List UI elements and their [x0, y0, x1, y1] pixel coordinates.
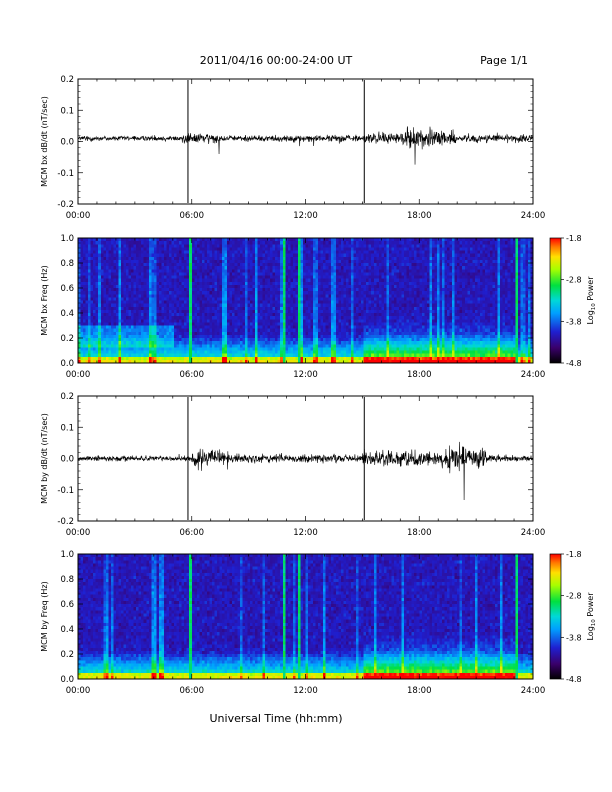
y-tick-label: 0.2 [60, 650, 74, 660]
y-axis-label: MCM bx dB/dt (nT/sec) [40, 96, 49, 187]
y-tick-label: -0.1 [57, 169, 74, 179]
series-line [77, 441, 534, 501]
colorbar-tick-label: -4.8 [566, 675, 582, 684]
x-tick-label: 06:00 [180, 370, 205, 380]
x-tick-label: 24:00 [521, 686, 546, 696]
x-tick-label: 06:00 [180, 686, 205, 696]
spectrogram-canvas [78, 238, 533, 363]
x-tick-label: 18:00 [407, 528, 432, 538]
x-tick-label: 00:00 [66, 528, 91, 538]
y-tick-label: 0.0 [60, 359, 74, 369]
colorbar-tick-label: -2.8 [566, 276, 582, 285]
spectrogram-canvas [78, 554, 533, 679]
y-tick-label: -0.2 [57, 200, 74, 210]
y-tick-label: 0.8 [60, 259, 74, 269]
y-tick-label: 1.0 [60, 234, 74, 244]
y-tick-label: -0.2 [57, 517, 74, 527]
colorbar-tick-label: -4.8 [566, 359, 582, 368]
y-tick-label: 0.2 [60, 75, 74, 85]
dbdt-panel: 00:00 06:00 12:00 18:00 24:00 0.2 0.1 0.0 -0.1 -0… [40, 75, 545, 221]
y-tick-label: 0.4 [60, 625, 74, 635]
y-tick-label: 0.6 [60, 284, 74, 294]
y-tick-label: 0.1 [60, 106, 74, 116]
y-tick-label: 0.6 [60, 600, 74, 610]
x-tick-label: 12:00 [293, 370, 318, 380]
x-tick-label: 12:00 [293, 211, 318, 221]
spectrogram [78, 554, 533, 679]
y-tick-label: 0.0 [60, 675, 74, 685]
colorbar-gradient [549, 553, 562, 680]
y-tick-label: 1.0 [60, 550, 74, 560]
y-tick-label: -0.1 [57, 486, 74, 496]
x-tick-label: 24:00 [521, 211, 546, 221]
page-title: 2011/04/16 00:00-24:00 UT [200, 54, 353, 67]
x-tick-label: 24:00 [521, 528, 546, 538]
x-tick-label: 18:00 [407, 211, 432, 221]
plot-frame [77, 78, 534, 205]
colorbar: -1.8 -2.8 -3.8 -4.8 Log10 Power [549, 550, 597, 684]
x-tick-label: 06:00 [180, 211, 205, 221]
y-tick-label: 0.0 [60, 138, 74, 148]
y-tick-label: 0.0 [60, 455, 74, 465]
x-tick-label: 24:00 [521, 370, 546, 380]
colorbar-label: Log10 Power [586, 276, 597, 325]
spectrogram [78, 238, 533, 363]
x-tick-label: 18:00 [407, 370, 432, 380]
x-tick-label: 00:00 [66, 686, 91, 696]
colorbar-tick-label: -1.8 [566, 234, 582, 243]
x-tick-label: 12:00 [293, 686, 318, 696]
x-tick-label: 00:00 [66, 211, 91, 221]
y-tick-label: 0.2 [60, 334, 74, 344]
x-tick-label: 06:00 [180, 528, 205, 538]
page-number: Page 1/1 [480, 54, 528, 67]
colorbar-gradient [549, 237, 562, 364]
panels: 00:00 06:00 12:00 18:00 24:00 0.2 0.1 0.0 -0.1 -0… [40, 75, 597, 696]
x-tick-label: 18:00 [407, 686, 432, 696]
x-axis-title: Universal Time (hh:mm) [210, 712, 343, 725]
y-axis-label: MCM bx Freq (Hz) [40, 265, 49, 335]
y-tick-label: 0.4 [60, 309, 74, 319]
spectrogram-panel: -1.8 -2.8 -3.8 -4.8 Log10 Power 00:00 06:00 12:… [40, 550, 597, 696]
spectrogram-panel: -1.8 -2.8 -3.8 -4.8 Log10 Power 00:00 06:00 12:… [40, 234, 597, 380]
y-axis-label: MCM by dB/dt (nT/sec) [40, 413, 49, 504]
colorbar-label: Log10 Power [586, 592, 597, 641]
colorbar: -1.8 -2.8 -3.8 -4.8 Log10 Power [549, 234, 597, 368]
colorbar-tick-label: -2.8 [566, 592, 582, 601]
x-tick-label: 12:00 [293, 528, 318, 538]
colorbar-tick-label: -1.8 [566, 550, 582, 559]
y-tick-label: 0.8 [60, 575, 74, 585]
dbdt-panel: 00:00 06:00 12:00 18:00 24:00 0.2 0.1 0.0 -0.1 -0… [40, 392, 545, 538]
colorbar-tick-label: -3.8 [566, 633, 582, 642]
series-line [77, 126, 534, 165]
colorbar-tick-label: -3.8 [566, 317, 582, 326]
x-tick-label: 00:00 [66, 370, 91, 380]
y-tick-label: 0.1 [60, 423, 74, 433]
y-axis-label: MCM by Freq (Hz) [40, 581, 49, 651]
y-tick-label: 0.2 [60, 392, 74, 402]
